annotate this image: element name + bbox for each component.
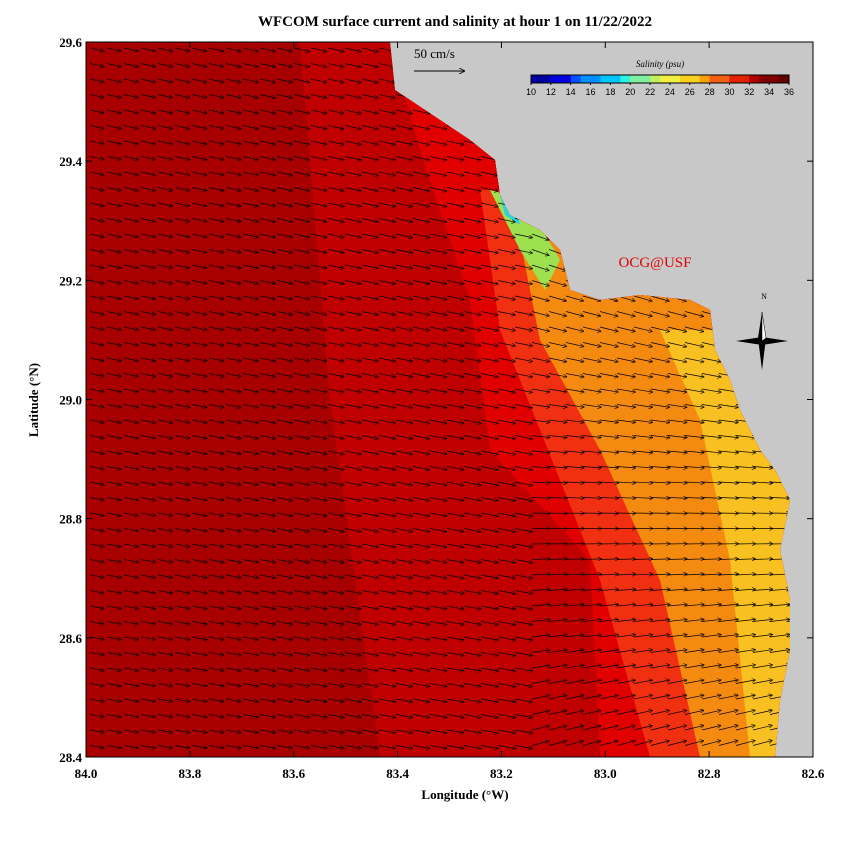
y-tick-label: 29.6 [59,35,82,50]
x-tick-label: 83.4 [386,766,409,781]
colorbar-tick-label: 26 [685,87,695,97]
x-tick-label: 83.0 [594,766,617,781]
colorbar-tick-label: 30 [724,87,734,97]
colorbar-cell [710,75,720,83]
compass-label: N [761,292,767,301]
colorbar-cell [610,75,620,83]
colorbar-cell [561,75,571,83]
colorbar-cell [739,75,749,83]
colorbar-tick-label: 36 [784,87,794,97]
colorbar-cell [720,75,730,83]
x-axis-label: Longitude (°W) [421,787,508,802]
x-tick-label: 83.6 [282,766,305,781]
colorbar-cell [600,75,610,83]
colorbar-tick-label: 12 [546,87,556,97]
colorbar-tick-label: 14 [566,87,576,97]
colorbar-cell [620,75,630,83]
scale-label: 50 cm/s [414,46,455,61]
colorbar-tick-label: 20 [625,87,635,97]
credit: OCG@USF [618,255,691,271]
colorbar-cell [581,75,591,83]
colorbar-cell [759,75,769,83]
colorbar-cell [591,75,601,83]
x-tick-label: 83.2 [490,766,513,781]
x-tick-label: 82.6 [802,766,825,781]
colorbar-tick-label: 10 [526,87,536,97]
colorbar-title: Salinity (psu) [636,59,684,69]
colorbar-cell [571,75,581,83]
y-tick-label: 29.0 [59,393,82,408]
y-tick-label: 28.4 [59,750,82,765]
title: WFCOM surface current and salinity at ho… [258,14,652,30]
colorbar-cell [680,75,690,83]
x-tick-label: 84.0 [75,766,98,781]
colorbar-tick-label: 28 [705,87,715,97]
colorbar-cell [729,75,739,83]
colorbar-tick-label: 18 [605,87,615,97]
colorbar-cell [769,75,779,83]
colorbar-cell [670,75,680,83]
y-tick-label: 29.2 [59,273,82,288]
colorbar-tick-label: 22 [645,87,655,97]
colorbar-cell [531,75,541,83]
colorbar-cell [640,75,650,83]
x-tick-label: 83.8 [178,766,201,781]
colorbar-cell [541,75,551,83]
colorbar-cell [700,75,710,83]
colorbar-tick-label: 32 [744,87,754,97]
colorbar-cell [630,75,640,83]
colorbar-cell [650,75,660,83]
y-tick-label: 28.6 [59,631,82,646]
colorbar-cell [690,75,700,83]
colorbar-tick-label: 34 [764,87,774,97]
y-tick-label: 28.8 [59,512,82,527]
colorbar-cell [779,75,789,83]
y-axis-label: Latitude (°N) [26,363,41,437]
colorbar-tick-label: 16 [586,87,596,97]
colorbar-cell [551,75,561,83]
colorbar-tick-label: 24 [665,87,675,97]
y-tick-label: 29.4 [59,154,82,169]
colorbar-cell [749,75,759,83]
colorbar-cell [660,75,670,83]
x-tick-label: 82.8 [698,766,721,781]
